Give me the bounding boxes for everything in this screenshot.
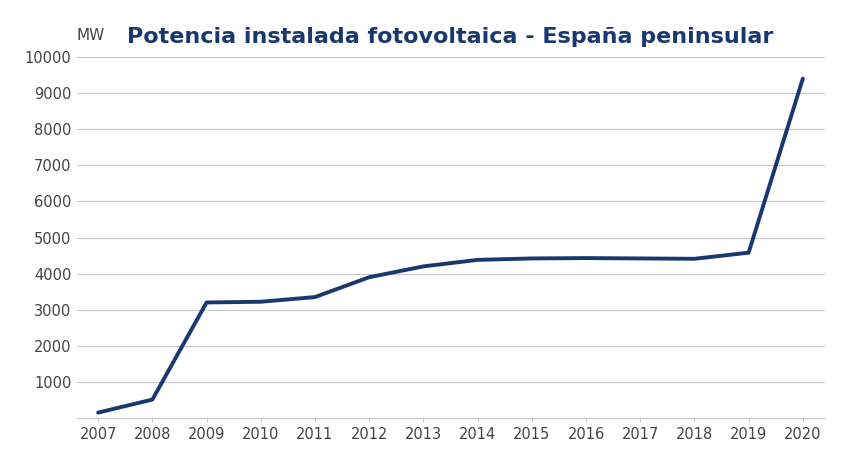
Text: MW: MW [76,28,105,43]
Title: Potencia instalada fotovoltaica - España peninsular: Potencia instalada fotovoltaica - España… [128,27,774,47]
